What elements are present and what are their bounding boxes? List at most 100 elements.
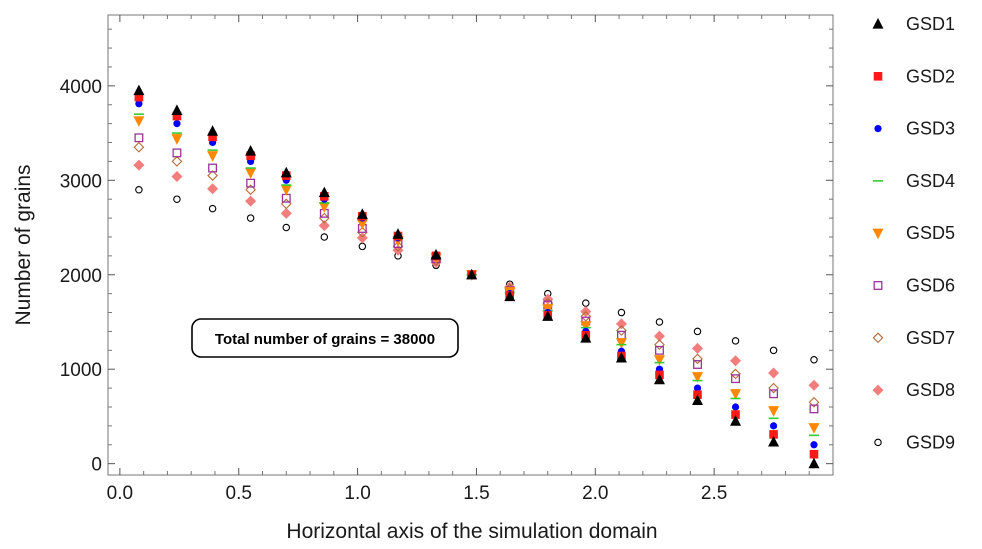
point-gsd1 (280, 166, 292, 178)
x-axis-label: Horizontal axis of the simulation domain (286, 520, 657, 543)
point-gsd7 (133, 141, 145, 153)
point-gsd1 (692, 394, 704, 405)
legend-label-gsd5: GSD5 (906, 223, 955, 243)
point-gsd5 (280, 185, 292, 196)
point-gsd9 (135, 185, 143, 194)
point-gsd5 (730, 389, 742, 400)
point-gsd8 (318, 220, 330, 232)
point-gsd3 (135, 100, 143, 108)
point-gsd8 (692, 342, 704, 354)
point-gsd5 (207, 151, 219, 162)
point-gsd1 (580, 332, 592, 343)
y-tick-label: 4000 (60, 77, 102, 98)
y-tick-label: 3000 (60, 171, 102, 192)
point-gsd1 (207, 125, 219, 136)
point-gsd7 (808, 396, 820, 408)
data-points (133, 84, 820, 469)
point-gsd8 (615, 318, 627, 330)
legend-label-gsd8: GSD8 (906, 380, 955, 400)
point-gsd1 (318, 186, 330, 198)
point-gsd5 (171, 134, 183, 145)
point-gsd7 (392, 241, 404, 252)
point-gsd3 (810, 441, 818, 449)
point-gsd1 (542, 310, 554, 321)
point-gsd9 (617, 308, 626, 317)
point-gsd8 (356, 232, 368, 244)
point-gsd6 (769, 389, 779, 399)
point-gsd9 (282, 223, 291, 232)
point-gsd3 (769, 422, 778, 430)
legend-marker-gsd6 (873, 281, 883, 290)
legend-label-gsd9: GSD9 (906, 432, 955, 452)
point-gsd9 (810, 356, 818, 364)
y-tick-label: 0 (91, 455, 102, 476)
point-gsd8 (653, 330, 665, 342)
annotation-text: Total number of grains = 38000 (215, 331, 435, 348)
point-gsd1 (245, 145, 257, 156)
legend-marker-gsd8 (872, 384, 884, 396)
y-axis-label: Number of grains (12, 164, 35, 325)
point-gsd7 (207, 170, 218, 181)
point-gsd9 (582, 299, 590, 307)
point-gsd6 (172, 148, 182, 158)
axis-ticks: 0.0 0.5 1.0 1.5 2.0 2.5 0 1000 2000 3000 4000 (60, 15, 833, 504)
legend-marker-gsd7 (872, 332, 884, 344)
point-gsd7 (730, 368, 741, 380)
point-gsd5 (580, 321, 592, 332)
point-gsd6 (655, 345, 664, 355)
y-tick-label: 2000 (60, 266, 102, 287)
point-gsd5 (692, 372, 704, 383)
point-gsd1 (504, 290, 516, 302)
point-gsd6 (134, 133, 144, 143)
point-gsd7 (580, 310, 592, 322)
point-gsd7 (654, 339, 665, 351)
point-gsd3 (731, 403, 740, 411)
point-gsd7 (616, 325, 627, 336)
point-gsd7 (768, 382, 779, 394)
point-gsd5 (768, 406, 780, 417)
x-tick-label: 0.5 (226, 483, 252, 504)
point-gsd1 (466, 268, 478, 280)
point-gsd9 (693, 327, 702, 336)
point-gsd1 (730, 415, 742, 426)
point-gsd1 (768, 435, 780, 447)
point-gsd1 (133, 84, 145, 96)
point-gsd9 (208, 204, 217, 213)
point-gsd5 (133, 116, 145, 127)
legend-marker-gsd9 (874, 438, 882, 447)
legend-label-gsd4: GSD4 (906, 171, 955, 191)
x-tick-label: 1.0 (344, 483, 370, 504)
point-gsd1 (615, 351, 627, 363)
point-gsd9 (731, 337, 740, 345)
legend-marker-gsd1 (872, 18, 884, 29)
legend: GSD1 GSD2 GSD3 GSD4 GSD5 GSD6 GSD7 GSD8 GSD9 (872, 14, 955, 452)
point-gsd2 (769, 430, 778, 439)
point-gsd8 (768, 367, 780, 379)
plot-frame (107, 14, 834, 476)
point-gsd2 (134, 92, 144, 102)
legend-label-gsd2: GSD2 (906, 66, 955, 86)
point-gsd8 (808, 379, 820, 391)
point-gsd5 (245, 168, 257, 179)
point-gsd6 (809, 404, 819, 414)
point-gsd6 (693, 360, 702, 369)
point-gsd8 (280, 207, 292, 219)
point-gsd8 (133, 159, 145, 171)
point-gsd8 (207, 183, 219, 195)
point-gsd5 (615, 338, 627, 349)
y-tick-label: 1000 (60, 360, 102, 381)
point-gsd5 (318, 202, 330, 213)
x-tick-label: 2.5 (701, 483, 727, 504)
annotation-box: Total number of grains = 38000 (191, 318, 459, 358)
point-gsd5 (653, 355, 665, 366)
point-gsd1 (171, 104, 183, 116)
point-gsd5 (808, 423, 820, 434)
point-gsd9 (769, 346, 778, 355)
legend-label-gsd6: GSD6 (906, 276, 955, 296)
point-gsd8 (245, 195, 257, 207)
point-gsd6 (731, 374, 740, 384)
point-gsd2 (208, 132, 217, 142)
point-gsd1 (392, 228, 404, 239)
point-gsd8 (171, 171, 183, 183)
